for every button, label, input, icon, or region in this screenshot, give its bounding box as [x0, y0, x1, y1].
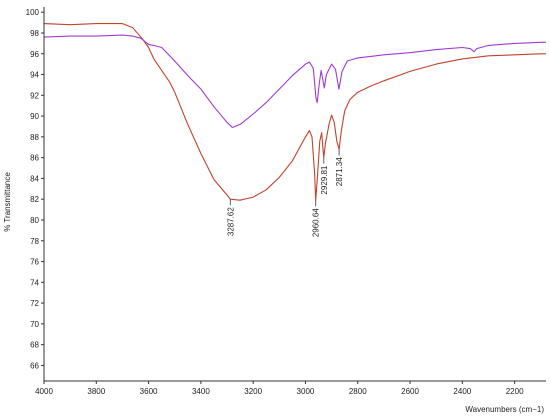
y-tick-label: 90 — [30, 112, 39, 121]
y-tick-label: 66 — [30, 361, 39, 370]
x-tick-label: 3600 — [140, 387, 158, 396]
y-tick-label: 78 — [30, 237, 39, 246]
y-tick-label: 80 — [30, 216, 39, 225]
series-line-1 — [43, 23, 546, 201]
y-tick-label: 100 — [26, 8, 40, 17]
y-tick-label: 98 — [30, 29, 39, 38]
x-tick-label: 3000 — [297, 387, 315, 396]
x-tick-label: 2200 — [506, 387, 524, 396]
x-tick-label: 2400 — [453, 387, 471, 396]
peak-label: 2960.64 — [312, 208, 321, 237]
y-axis-title: % Transmittance — [3, 172, 12, 232]
y-tick-label: 72 — [30, 299, 39, 308]
y-tick-label: 84 — [30, 174, 39, 183]
y-tick-label: 76 — [30, 258, 39, 267]
y-tick-label: 68 — [30, 341, 39, 350]
y-tick-label: 94 — [30, 71, 39, 80]
y-tick-label: 74 — [30, 278, 39, 287]
y-tick-label: 96 — [30, 50, 39, 59]
y-tick-label: 88 — [30, 133, 39, 142]
x-axis-title: Wavenumbers (cm−1) — [465, 405, 544, 414]
x-tick-label: 2800 — [349, 387, 367, 396]
x-tick-label: 3800 — [87, 387, 105, 396]
x-tick-label: 3200 — [244, 387, 262, 396]
y-tick-label: 92 — [30, 91, 39, 100]
y-tick-label: 70 — [30, 320, 39, 329]
y-tick-label: 82 — [30, 195, 39, 204]
y-tick-label: 86 — [30, 154, 39, 163]
x-tick-label: 3400 — [192, 387, 210, 396]
peak-label: 2929.81 — [320, 165, 329, 194]
peak-label: 2871.34 — [335, 157, 344, 186]
peak-label: 3287.62 — [226, 207, 235, 236]
series-line-2 — [43, 34, 546, 129]
x-tick-label: 4000 — [35, 387, 53, 396]
x-tick-label: 2600 — [401, 387, 419, 396]
